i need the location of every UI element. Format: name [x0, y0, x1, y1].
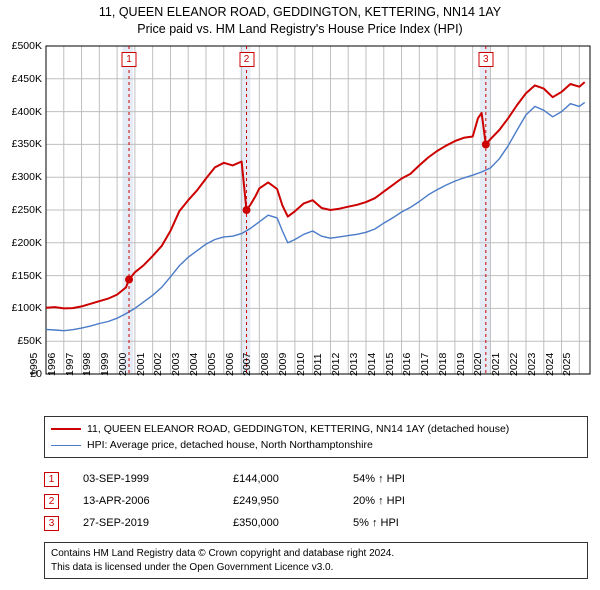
sale-date: 27-SEP-2019: [83, 517, 233, 529]
title-block: 11, QUEEN ELEANOR ROAD, GEDDINGTON, KETT…: [0, 0, 600, 40]
footer-line-1: Contains HM Land Registry data © Crown c…: [51, 547, 581, 561]
sale-price: £144,000: [233, 473, 353, 485]
sale-date: 03-SEP-1999: [83, 473, 233, 485]
sale-row: 1 03-SEP-1999£144,00054% ↑ HPI: [44, 468, 588, 490]
attribution-footer: Contains HM Land Registry data © Crown c…: [44, 542, 588, 579]
sale-row-marker: 2: [44, 494, 59, 509]
legend-swatch: [51, 445, 81, 446]
price-chart: £0£50K£100K£150K£200K£250K£300K£350K£400…: [0, 40, 600, 410]
legend-item: HPI: Average price, detached house, Nort…: [51, 437, 581, 453]
sale-marker-3: 3: [478, 52, 493, 67]
sale-row: 3 27-SEP-2019£350,0005% ↑ HPI: [44, 512, 588, 534]
sale-row: 2 13-APR-2006£249,95020% ↑ HPI: [44, 490, 588, 512]
sale-marker-2: 2: [239, 52, 254, 67]
legend-swatch: [51, 428, 81, 430]
legend-item: 11, QUEEN ELEANOR ROAD, GEDDINGTON, KETT…: [51, 421, 581, 437]
sale-row-marker: 3: [44, 516, 59, 531]
sale-pct-vs-hpi: 5% ↑ HPI: [353, 517, 493, 529]
sale-pct-vs-hpi: 54% ↑ HPI: [353, 473, 493, 485]
title-subtitle: Price paid vs. HM Land Registry's House …: [10, 22, 590, 36]
sale-marker-1: 1: [122, 52, 137, 67]
legend: 11, QUEEN ELEANOR ROAD, GEDDINGTON, KETT…: [44, 416, 588, 458]
sale-row-marker: 1: [44, 472, 59, 487]
sale-price: £350,000: [233, 517, 353, 529]
title-address: 11, QUEEN ELEANOR ROAD, GEDDINGTON, KETT…: [10, 5, 590, 19]
sale-price: £249,950: [233, 495, 353, 507]
chart-sale-markers: 1 2 3: [0, 40, 600, 410]
legend-label: 11, QUEEN ELEANOR ROAD, GEDDINGTON, KETT…: [87, 423, 509, 435]
page-root: 11, QUEEN ELEANOR ROAD, GEDDINGTON, KETT…: [0, 0, 600, 579]
sale-date: 13-APR-2006: [83, 495, 233, 507]
sales-table: 1 03-SEP-1999£144,00054% ↑ HPI 2 13-APR-200…: [44, 468, 588, 534]
legend-label: HPI: Average price, detached house, Nort…: [87, 439, 373, 451]
footer-line-2: This data is licensed under the Open Gov…: [51, 561, 581, 575]
sale-pct-vs-hpi: 20% ↑ HPI: [353, 495, 493, 507]
